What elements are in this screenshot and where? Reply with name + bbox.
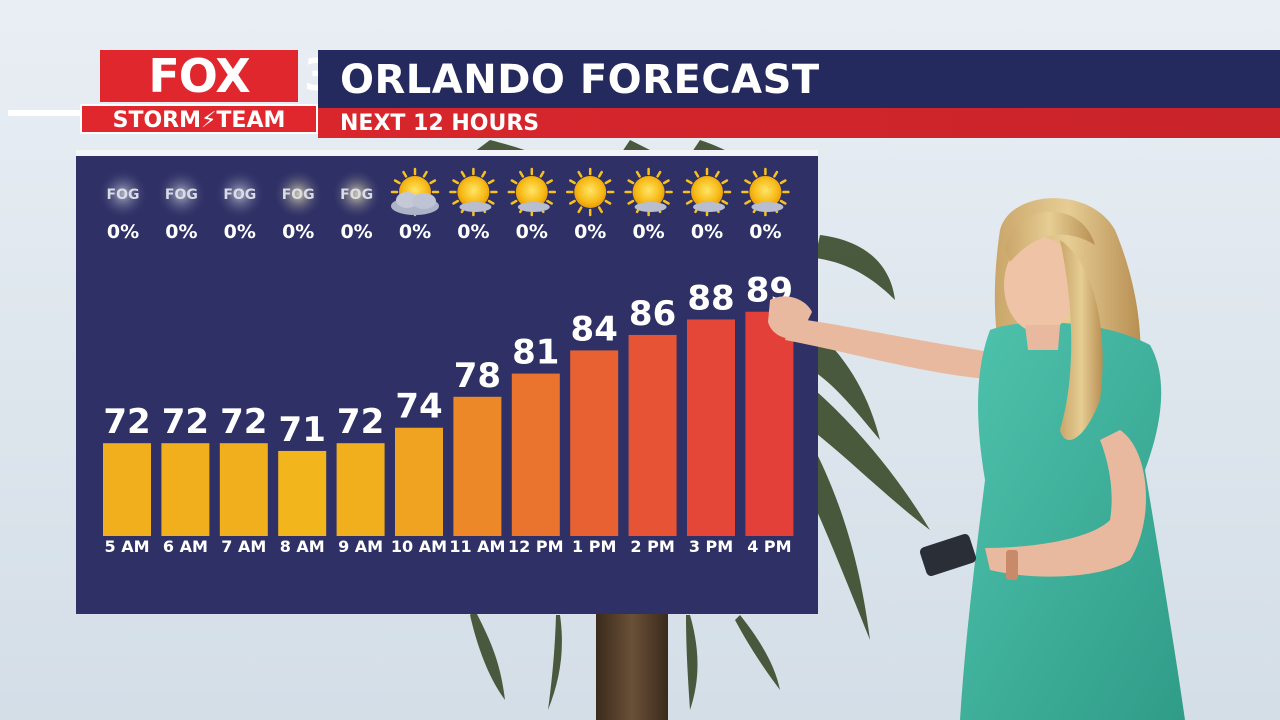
temperature-bar xyxy=(278,450,327,536)
hour-label: 11 AM xyxy=(449,537,505,556)
partly-cloudy-icon xyxy=(390,167,440,217)
hour-label: 3 PM xyxy=(689,537,733,556)
hour-label: 6 AM xyxy=(163,537,208,556)
mostly-sunny-icon xyxy=(741,167,790,217)
hour-label: 7 AM xyxy=(221,537,266,556)
temperature-bar xyxy=(395,427,443,536)
hour-label: 1 PM xyxy=(572,537,616,556)
precip-chance: 0% xyxy=(107,221,139,243)
title-bar: ORLANDO FORECAST xyxy=(318,50,1280,108)
temperature-value: 74 xyxy=(395,387,442,427)
fog-label: FOG xyxy=(282,187,315,203)
precip-chance: 0% xyxy=(399,221,431,243)
temperature-value: 72 xyxy=(337,402,384,442)
precip-chance: 0% xyxy=(632,221,664,243)
temperature-bar xyxy=(161,443,210,536)
page-subtitle: NEXT 12 HOURS xyxy=(340,111,540,136)
temperature-value: 72 xyxy=(220,402,267,442)
hour-label: 9 AM xyxy=(338,537,383,556)
temperature-bar xyxy=(745,311,794,536)
hour-label: 5 AM xyxy=(104,537,149,556)
fog-icon: FOG xyxy=(155,168,208,220)
fog-label: FOG xyxy=(107,187,140,203)
mostly-sunny-icon xyxy=(624,167,673,217)
temperature-bar xyxy=(511,373,560,536)
temperature-value: 72 xyxy=(103,402,150,442)
fog-label: FOG xyxy=(223,187,256,203)
hour-label: 2 PM xyxy=(630,537,674,556)
sun-icon xyxy=(565,167,615,217)
temperature-bar xyxy=(336,443,385,536)
temperature-value: 81 xyxy=(512,333,559,373)
temperature-value: 88 xyxy=(687,278,734,318)
mostly-sunny-icon xyxy=(507,167,557,217)
logo-storm-team: STORM⚡TEAM xyxy=(80,104,318,134)
hour-label: 4 PM xyxy=(747,537,791,556)
fog-icon: FOG xyxy=(330,168,383,220)
temperature-bar xyxy=(453,396,502,536)
precip-chance: 0% xyxy=(457,221,489,243)
temperature-bar xyxy=(687,319,735,536)
precip-chance: 0% xyxy=(224,221,256,243)
forecast-chart-panel: FOG FOG FOG FOG FOG 0% 0% 0% 0% 0% 0% 0% 0% 0% 0% 0% 0%… xyxy=(76,150,818,614)
logo-fox-text: FOX xyxy=(100,50,298,102)
temperature-value: 78 xyxy=(454,356,501,396)
mostly-sunny-icon xyxy=(449,167,498,217)
fog-icon: FOG xyxy=(97,168,149,220)
precip-chance: 0% xyxy=(165,221,197,243)
mostly-sunny-icon xyxy=(682,167,732,217)
page-title: ORLANDO FORECAST xyxy=(340,57,820,103)
precip-chance: 0% xyxy=(340,221,372,243)
precip-chance: 0% xyxy=(516,221,548,243)
temperature-value: 86 xyxy=(629,294,676,334)
precip-chance: 0% xyxy=(282,221,314,243)
fog-label: FOG xyxy=(340,187,373,203)
temperature-bar xyxy=(570,350,619,536)
temperature-bar xyxy=(219,443,268,536)
subtitle-bar: NEXT 12 HOURS xyxy=(318,108,1280,138)
temperature-value: 72 xyxy=(162,402,209,442)
precip-chance: 0% xyxy=(574,221,606,243)
accent-stripe xyxy=(8,110,80,116)
fog-icon: FOG xyxy=(272,168,325,220)
precip-chance: 0% xyxy=(691,221,723,243)
temperature-value: 71 xyxy=(279,410,326,450)
temperature-bar xyxy=(103,443,151,536)
forecast-bar-chart: FOG FOG FOG FOG FOG 0% 0% 0% 0% 0% 0% 0% 0% 0% 0% 0% 0%… xyxy=(97,167,794,556)
fog-label: FOG xyxy=(165,187,198,203)
temperature-value: 84 xyxy=(571,309,618,349)
hour-label: 8 AM xyxy=(280,537,325,556)
temperature-bar xyxy=(628,334,677,536)
precip-chance: 0% xyxy=(749,221,781,243)
hour-label: 10 AM xyxy=(391,537,447,556)
hour-label: 12 PM xyxy=(508,537,563,556)
fog-icon: FOG xyxy=(213,168,266,220)
